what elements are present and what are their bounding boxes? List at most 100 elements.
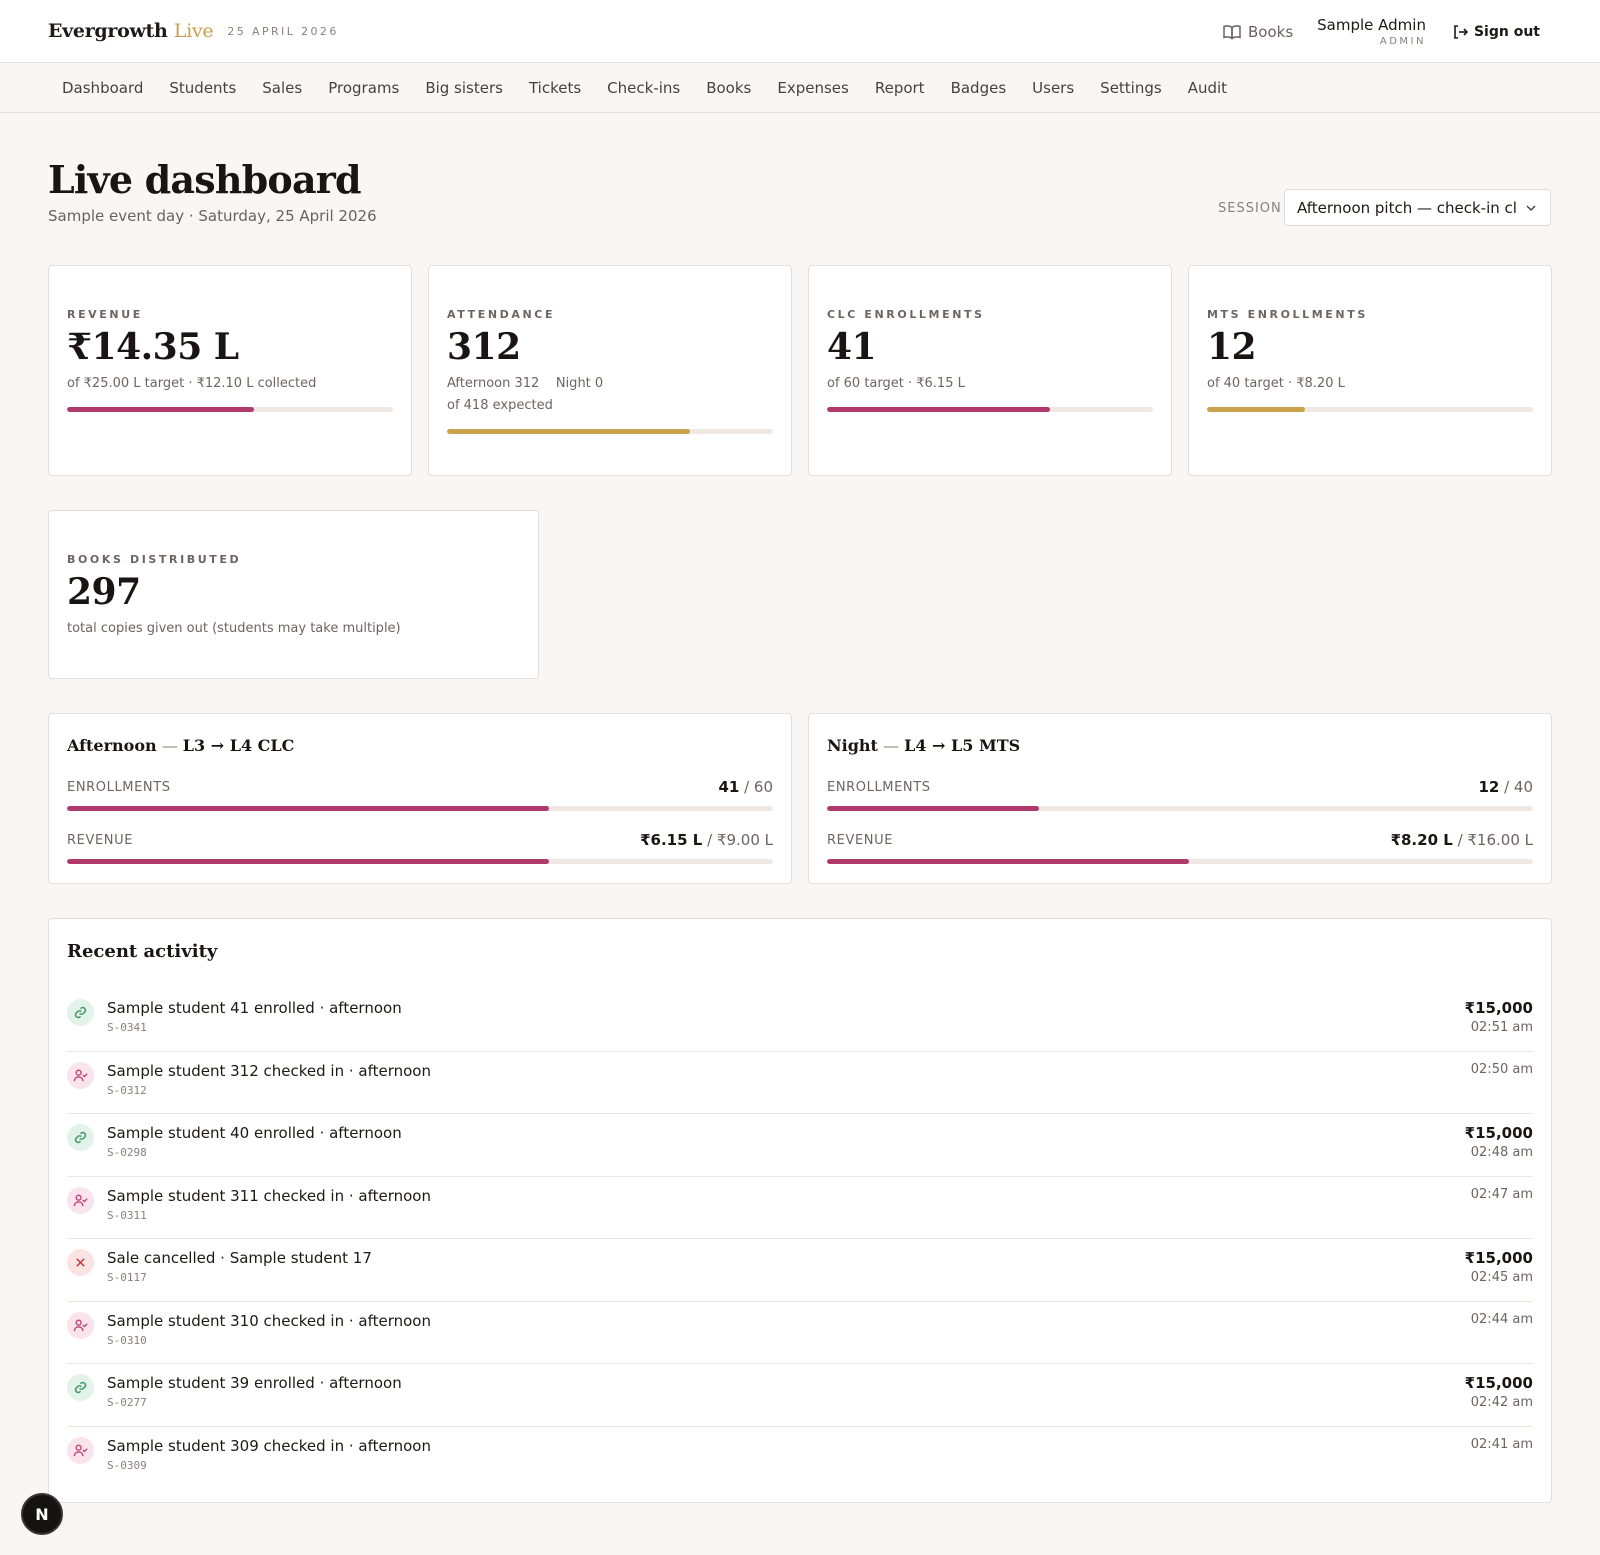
afternoon-enroll-value: 41 / 60	[718, 778, 773, 796]
books-link[interactable]: Books	[1223, 23, 1293, 41]
activity-amount: ₹15,000	[1464, 1124, 1533, 1142]
enroll-link-icon	[67, 1124, 94, 1151]
attendance-card: ATTENDANCE 312 Afternoon 312 Night 0 of …	[428, 265, 792, 476]
nav-books[interactable]: Books	[706, 78, 752, 97]
mts-label: MTS ENROLLMENTS	[1207, 308, 1368, 321]
activity-item[interactable]: Sample student 39 enrolled · afternoon S…	[67, 1364, 1533, 1427]
night-revenue-fill	[827, 859, 1189, 864]
framework-badge-button[interactable]: N	[21, 1493, 63, 1535]
afternoon-revenue-total: / ₹9.00 L	[702, 831, 773, 849]
top-bar: Evergrowth Live 25 APRIL 2026 Books Samp…	[0, 0, 1600, 63]
activity-code: S-0312	[107, 1083, 147, 1097]
nav-programs[interactable]: Programs	[328, 78, 400, 97]
revenue-label: REVENUE	[67, 308, 143, 321]
activity-item[interactable]: Sample student 309 checked in · afternoo…	[67, 1427, 1533, 1490]
page-title: Live dashboard	[48, 157, 362, 202]
enroll-link-icon	[67, 1374, 94, 1401]
nav-students[interactable]: Students	[169, 78, 237, 97]
activity-code: S-0117	[107, 1271, 147, 1284]
activity-item[interactable]: Sale cancelled · Sample student 17 S-011…	[67, 1239, 1533, 1302]
afternoon-enroll-fill	[67, 806, 550, 811]
main-nav: Dashboard Students Sales Programs Big si…	[0, 63, 1600, 113]
activity-code: S-0341	[107, 1021, 147, 1034]
sign-out-icon	[1454, 24, 1468, 39]
nav-badges[interactable]: Badges	[950, 78, 1007, 97]
night-revenue-value: ₹8.20 L / ₹16.00 L	[1391, 831, 1533, 849]
brand-name: Evergrowth	[48, 20, 168, 42]
nav-dashboard[interactable]: Dashboard	[62, 78, 144, 97]
cancel-x-icon	[67, 1249, 94, 1276]
enroll-link-icon	[67, 999, 94, 1026]
activity-text: Sample student 310 checked in · afternoo…	[107, 1311, 431, 1330]
revenue-sub: of ₹25.00 L target · ₹12.10 L collected	[67, 376, 317, 391]
page-subtitle: Sample event day · Saturday, 25 April 20…	[48, 207, 377, 225]
sign-out-label: Sign out	[1473, 23, 1540, 40]
night-title-sep: —	[877, 736, 905, 755]
framework-badge-letter: N	[35, 1504, 49, 1524]
nav-tickets[interactable]: Tickets	[528, 78, 582, 97]
nav-settings[interactable]: Settings	[1100, 78, 1162, 97]
afternoon-enroll-bar	[67, 806, 773, 811]
activity-item[interactable]: Sample student 311 checked in · afternoo…	[67, 1177, 1533, 1239]
user-check-icon	[67, 1186, 94, 1214]
activity-time: 02:47 am	[1470, 1186, 1533, 1202]
activity-code: S-0309	[107, 1458, 147, 1472]
activity-item[interactable]: Sample student 312 checked in · afternoo…	[67, 1052, 1533, 1114]
revenue-value: ₹14.35 L	[67, 326, 239, 368]
header-actions: Books Sample Admin ADMIN Sign out	[1223, 0, 1540, 63]
afternoon-revenue-label: REVENUE	[67, 833, 134, 848]
user-info: Sample Admin ADMIN	[1317, 16, 1426, 47]
activity-list: Sample student 41 enrolled · afternoon S…	[67, 989, 1533, 1489]
clc-progress-fill	[827, 407, 1050, 412]
nav-expenses[interactable]: Expenses	[777, 78, 849, 97]
brand-logo[interactable]: Evergrowth Live	[48, 20, 214, 42]
nav-check-ins[interactable]: Check-ins	[607, 78, 681, 97]
books-sub: total copies given out (students may tak…	[67, 621, 401, 636]
night-title-main: Night	[827, 736, 878, 755]
clc-label: CLC ENROLLMENTS	[827, 308, 985, 321]
attendance-value: 312	[447, 326, 521, 368]
activity-item[interactable]: Sample student 310 checked in · afternoo…	[67, 1302, 1533, 1364]
night-title-rest: L4 → L5 MTS	[904, 736, 1021, 755]
user-check-icon	[67, 1061, 94, 1089]
activity-item[interactable]: Sample student 41 enrolled · afternoon S…	[67, 989, 1533, 1052]
afternoon-title-rest: L3 → L4 CLC	[182, 736, 295, 755]
activity-time: 02:50 am	[1470, 1061, 1533, 1077]
nav-audit[interactable]: Audit	[1187, 78, 1228, 97]
user-check-icon	[67, 1311, 94, 1339]
clc-progress-bar	[827, 407, 1153, 412]
brand-accent: Live	[173, 20, 214, 42]
sign-out-button[interactable]: Sign out	[1452, 24, 1540, 40]
night-revenue-label: REVENUE	[827, 833, 894, 848]
session-select[interactable]: Afternoon pitch — check-in clo	[1284, 189, 1551, 226]
activity-code: S-0298	[107, 1146, 147, 1159]
afternoon-revenue-value: ₹6.15 L / ₹9.00 L	[640, 831, 773, 849]
revenue-progress-fill	[67, 407, 255, 412]
activity-item[interactable]: Sample student 40 enrolled · afternoon S…	[67, 1114, 1533, 1177]
afternoon-enroll-total: / 60	[739, 778, 773, 796]
clc-value: 41	[827, 326, 877, 368]
nav-big-sisters[interactable]: Big sisters	[425, 78, 503, 97]
activity-amount: ₹15,000	[1464, 999, 1533, 1017]
night-revenue-amount: ₹8.20 L	[1390, 831, 1453, 849]
attendance-progress-bar	[447, 429, 773, 434]
activity-time: 02:44 am	[1470, 1311, 1533, 1327]
mts-progress-bar	[1207, 407, 1533, 412]
header-date: 25 APRIL 2026	[227, 24, 339, 38]
attendance-label: ATTENDANCE	[447, 308, 556, 321]
activity-text: Sample student 309 checked in · afternoo…	[107, 1436, 431, 1455]
nav-report[interactable]: Report	[874, 78, 925, 97]
attendance-expected: of 418 expected	[447, 398, 553, 413]
nav-users[interactable]: Users	[1032, 78, 1075, 97]
night-enroll-label: ENROLLMENTS	[827, 780, 931, 795]
activity-time: 02:48 am	[1470, 1145, 1533, 1160]
activity-time: 02:51 am	[1470, 1020, 1533, 1035]
session-label: SESSION	[1218, 201, 1282, 216]
night-enroll-count: 12	[1478, 778, 1500, 796]
activity-time: 02:45 am	[1470, 1270, 1533, 1285]
activity-text: Sample student 312 checked in · afternoo…	[107, 1061, 431, 1080]
afternoon-revenue-bar	[67, 859, 773, 864]
user-name: Sample Admin	[1317, 16, 1426, 34]
nav-sales[interactable]: Sales	[262, 78, 303, 97]
activity-time: 02:41 am	[1470, 1436, 1533, 1452]
